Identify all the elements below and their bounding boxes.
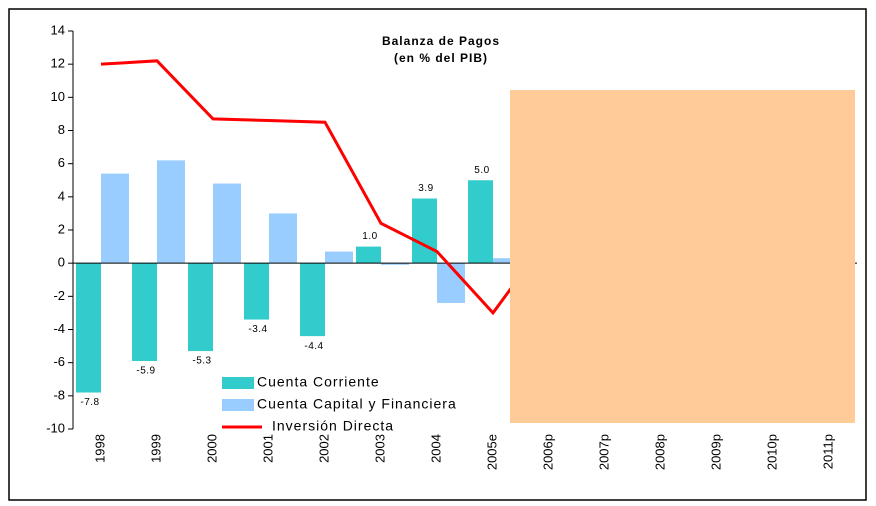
data-label: -5.3 — [192, 356, 211, 367]
data-label: -7.8 — [80, 397, 99, 408]
y-tick-label: 8 — [58, 122, 65, 137]
x-tick-label: 2000 — [204, 434, 219, 463]
bar — [381, 263, 409, 265]
bar — [356, 246, 381, 264]
y-tick-label: 4 — [58, 188, 65, 203]
legend-swatch — [222, 399, 254, 411]
cover-box — [510, 90, 855, 423]
x-tick-label: 2007p — [596, 434, 611, 470]
y-tick-label: 6 — [58, 155, 65, 170]
y-tick-label: 10 — [51, 89, 65, 104]
data-label: 1.0 — [362, 231, 377, 242]
line — [100, 59, 551, 316]
chart-subtitle: (en % del PIB) — [394, 51, 488, 65]
bar — [188, 263, 213, 352]
y-tick-label: 2 — [58, 221, 65, 236]
x-tick-label: 1998 — [92, 434, 107, 463]
y-tick-label: 12 — [51, 56, 65, 71]
y-tick-label: -2 — [53, 288, 65, 303]
bar — [325, 251, 353, 264]
x-tick-label: 1999 — [148, 434, 163, 463]
bar — [412, 198, 437, 264]
data-label: -3.4 — [248, 324, 267, 335]
y-tick-label: -8 — [53, 387, 65, 402]
bar — [269, 213, 297, 264]
bar — [157, 160, 185, 264]
y-tick-label: 0 — [58, 255, 65, 270]
x-tick-label: 2003 — [372, 434, 387, 463]
x-tick-label: 2005e — [484, 434, 499, 470]
y-tick-label: -10 — [46, 420, 65, 435]
bar — [101, 173, 129, 264]
frame — [8, 8, 867, 501]
x-tick-label: 2006p — [540, 434, 555, 470]
y-tick-label: -6 — [53, 354, 65, 369]
bar — [300, 263, 325, 337]
data-label: -4.4 — [304, 341, 323, 352]
y-tick-label: -4 — [53, 321, 65, 336]
legend: Cuenta Corriente Cuenta Capital y Financi… — [222, 374, 457, 434]
bar — [244, 263, 269, 320]
data-label: 5.0 — [474, 165, 489, 176]
data-label: -5.9 — [136, 366, 155, 377]
data-label: 3.9 — [418, 183, 433, 194]
x-tick-label: 2001 — [260, 434, 275, 463]
plot: -10 -8 -6 -4 -2 0 2 4 6 8 10 12 14 1998 1999 2000 2001 20… — [46, 22, 857, 470]
x-tick-label: 2010p — [764, 434, 779, 470]
bar — [213, 183, 241, 264]
x-tick-label: 2004 — [428, 434, 443, 463]
chart-title: Balanza de Pagos — [382, 34, 500, 48]
legend-label: Cuenta Corriente — [257, 374, 380, 390]
bar — [468, 180, 493, 264]
y-tick-label: 14 — [51, 22, 65, 37]
legend-label: Cuenta Capital y Financiera — [257, 396, 457, 412]
bar — [437, 263, 465, 303]
x-tick-label: 2002 — [316, 434, 331, 463]
x-tick-label: 2011p — [820, 434, 835, 469]
legend-swatch — [222, 377, 254, 389]
x-tick-label: 2008p — [652, 434, 667, 470]
x-tick-label: 2009p — [708, 434, 723, 470]
bar — [493, 258, 521, 264]
bar — [76, 263, 101, 393]
bar — [132, 263, 157, 362]
legend-label: Inversión Directa — [272, 418, 394, 434]
